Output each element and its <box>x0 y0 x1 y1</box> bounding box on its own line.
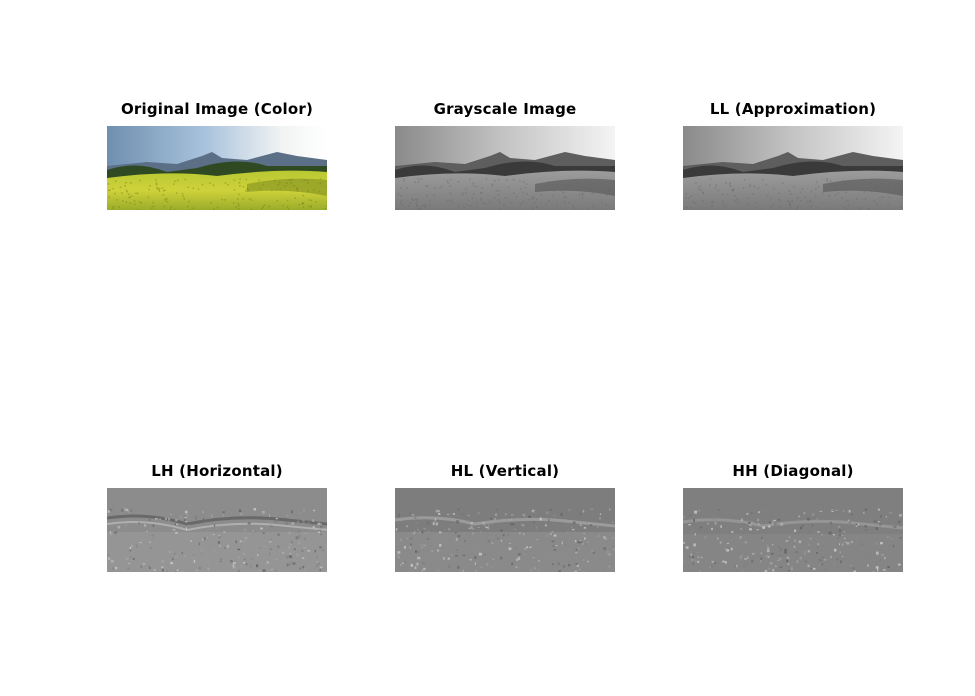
panel-title-ll: LL (Approximation) <box>709 100 877 118</box>
ll-approximation-image <box>683 126 903 210</box>
panel-title-lh: LH (Horizontal) <box>151 462 283 480</box>
panel-title-original: Original Image (Color) <box>120 100 314 118</box>
panel-title-hl: HL (Vertical) <box>450 462 560 480</box>
lh-horizontal-image <box>107 488 327 572</box>
hl-vertical-image <box>395 488 615 572</box>
panel-title-grayscale: Grayscale Image <box>433 100 577 118</box>
grayscale-image <box>395 126 615 210</box>
panel-title-hh: HH (Diagonal) <box>732 462 854 480</box>
original-color-image <box>107 126 327 210</box>
hh-diagonal-image <box>683 488 903 572</box>
